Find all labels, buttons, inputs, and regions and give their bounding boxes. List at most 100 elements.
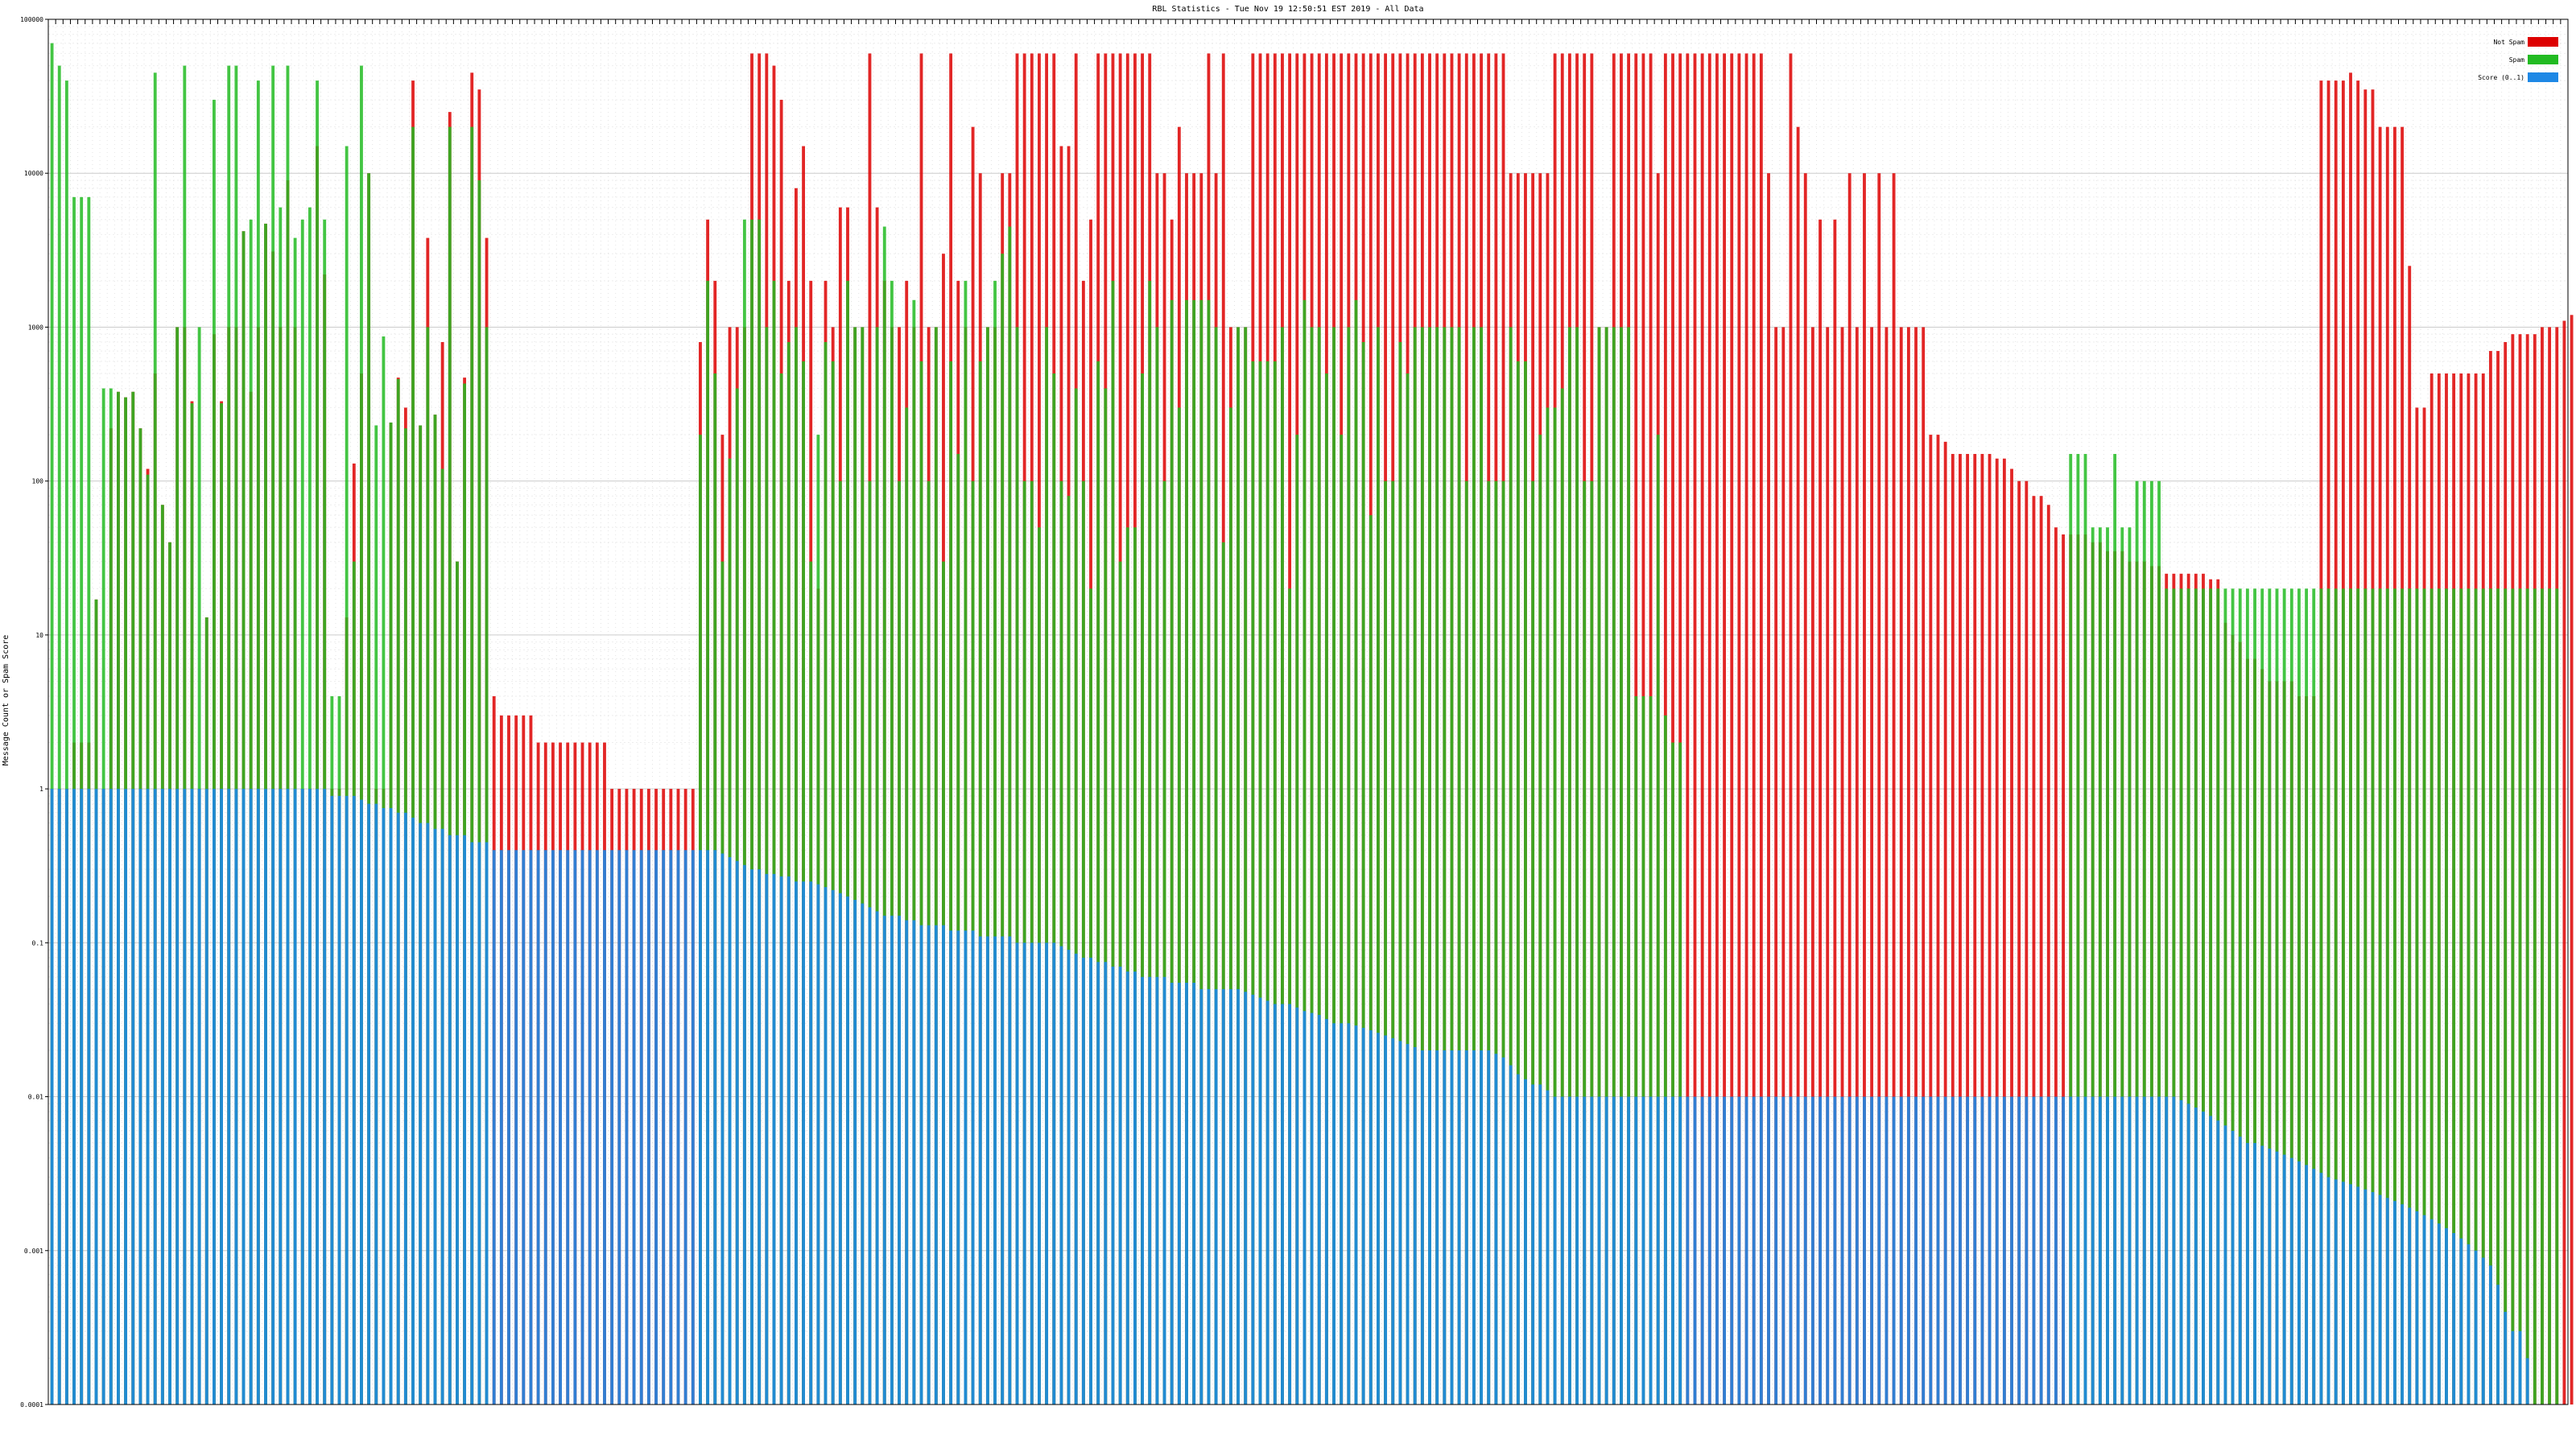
bar-score [2046, 1096, 2050, 1405]
bar-spam [2356, 588, 2360, 1405]
bar-score [2128, 1096, 2132, 1405]
bar-score [2209, 1116, 2213, 1405]
bar-score [1686, 1096, 1690, 1405]
bar-score [1022, 943, 1026, 1405]
bar-score [536, 850, 540, 1405]
bar-score [683, 850, 687, 1405]
bar-notspam [1715, 53, 1719, 1405]
bar-score [861, 903, 865, 1405]
bar-score [1509, 1065, 1513, 1405]
bar-spam [2231, 588, 2235, 1405]
bar-notspam [2062, 534, 2066, 1405]
bar-score [750, 869, 753, 1405]
bar-score [588, 850, 592, 1405]
bar-score [463, 835, 467, 1405]
bar-score [1384, 1035, 1388, 1405]
y-tick-label: 1000 [28, 324, 43, 331]
bar-score [1759, 1096, 1763, 1405]
bar-spam [1575, 327, 1579, 1405]
bar-score [374, 803, 378, 1405]
bar-score [2504, 1311, 2508, 1405]
bar-score [1553, 1096, 1557, 1405]
bar-score [1236, 988, 1240, 1405]
bar-score [1228, 988, 1232, 1405]
bar-notspam [1936, 435, 1940, 1405]
bar-score [2452, 1232, 2456, 1405]
bar-score [1501, 1057, 1505, 1405]
bar-score [1885, 1096, 1889, 1405]
bar-score [2422, 1215, 2426, 1405]
bar-score [234, 789, 238, 1405]
bar-notspam [2010, 468, 2013, 1405]
bar-score [1612, 1096, 1616, 1405]
bar-score [1693, 1096, 1697, 1405]
bar-score [2518, 1330, 2522, 1405]
bar-score [758, 869, 762, 1405]
bar-spam [772, 280, 776, 1405]
bar-score [654, 850, 658, 1405]
bar-score [669, 850, 673, 1405]
bar-spam [2172, 588, 2176, 1405]
bar-spam [1671, 742, 1674, 1405]
bar-score [183, 789, 187, 1405]
bar-score [1377, 1033, 1380, 1405]
bar-score [595, 850, 599, 1405]
bar-score [2002, 1096, 2006, 1405]
bar-spam [882, 226, 886, 1405]
bar-spam [2511, 588, 2515, 1405]
y-tick-label: 1 [39, 786, 43, 793]
bar-notspam [2002, 458, 2006, 1405]
bar-score [779, 876, 783, 1405]
bar-score [131, 789, 135, 1405]
bar-spam [1288, 588, 1292, 1405]
bar-score [1214, 988, 1218, 1405]
bar-score [1464, 1050, 1468, 1405]
bar-score [507, 850, 510, 1405]
bar-spam [1096, 361, 1100, 1405]
bar-spam [2445, 588, 2448, 1405]
bar-score [551, 850, 555, 1405]
bar-spam [1030, 481, 1034, 1405]
bar-spam [1546, 407, 1550, 1405]
bar-score [87, 789, 91, 1405]
bar-spam [2363, 588, 2368, 1405]
bar-spam [1177, 407, 1181, 1405]
bar-notspam [1759, 53, 1763, 1405]
bar-score [1973, 1096, 1977, 1405]
bar-score [2076, 1096, 2080, 1405]
bar-score [2157, 1096, 2161, 1405]
bar-score [1221, 988, 1225, 1405]
bar-score [293, 789, 297, 1405]
bar-score [2238, 1136, 2242, 1405]
bar-score [1317, 1014, 1321, 1405]
bar-spam [853, 327, 857, 1405]
bar-spam [2341, 588, 2345, 1405]
bar-spam [1170, 299, 1174, 1405]
bar-notspam [1855, 327, 1859, 1405]
bar-score [662, 850, 666, 1405]
bar-score [971, 930, 975, 1405]
bar-score [1074, 953, 1078, 1405]
bar-score [2149, 1096, 2153, 1405]
bar-notspam [1789, 53, 1793, 1405]
bar-notspam [1781, 327, 1785, 1405]
bar-spam [1258, 361, 1262, 1405]
bar-score [1302, 1011, 1307, 1405]
bar-score [2253, 1143, 2256, 1405]
bar-score [204, 789, 208, 1405]
bar-spam [477, 179, 481, 1405]
bar-notspam [1796, 126, 1800, 1405]
bar-score [610, 850, 614, 1405]
bar-spam [2282, 588, 2286, 1405]
bar-score [742, 864, 746, 1405]
bar-score [1185, 982, 1188, 1405]
bar-score [1995, 1096, 1999, 1405]
bar-spam [2385, 588, 2389, 1405]
bar-score [352, 795, 356, 1405]
bar-score [271, 789, 275, 1405]
bar-score [360, 799, 363, 1405]
bar-score [1368, 1030, 1373, 1405]
bar-spam [875, 327, 879, 1405]
bar-spam [1501, 481, 1505, 1405]
